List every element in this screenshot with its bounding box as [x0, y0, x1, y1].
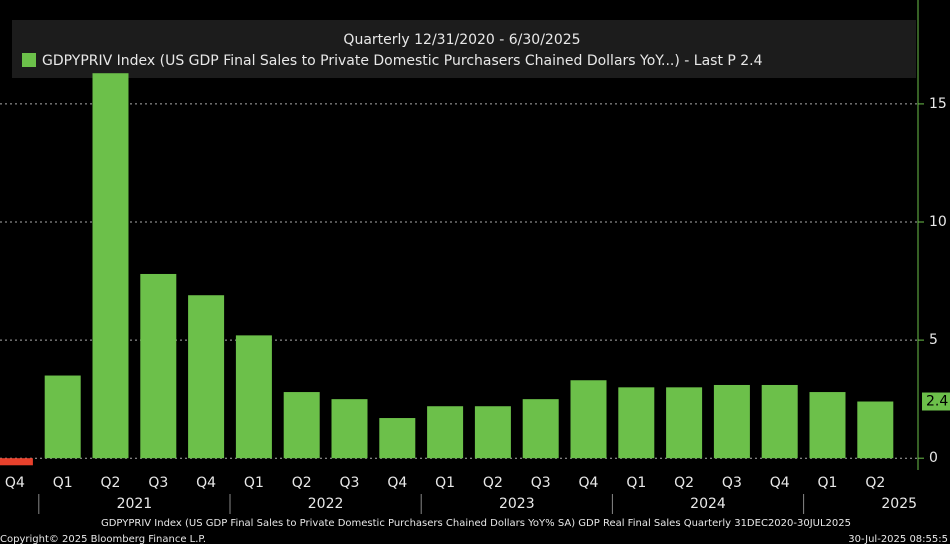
footer-copyright: Copyright© 2025 Bloomberg Finance L.P. — [0, 534, 206, 544]
x-group-label: 2021 — [117, 496, 153, 512]
x-group-label: 2023 — [499, 496, 535, 512]
bar — [0, 458, 33, 466]
chart-title: Quarterly 12/31/2020 - 6/30/2025 — [343, 32, 580, 48]
last-value-tag — [922, 392, 950, 411]
x-tick-label: Q2 — [483, 475, 503, 491]
y-tick-label: 15 — [929, 96, 947, 112]
x-tick-label: Q3 — [340, 475, 360, 491]
footer-source: GDPYPRIV Index (US GDP Final Sales to Pr… — [101, 518, 851, 529]
x-tick-label: Q4 — [387, 475, 407, 491]
bar — [857, 401, 894, 459]
bar — [140, 273, 177, 459]
x-group-label: 2025 — [881, 496, 917, 512]
x-tick-label: Q3 — [148, 475, 168, 491]
bar — [331, 399, 368, 459]
bar — [761, 384, 798, 459]
bar — [92, 73, 129, 459]
x-tick-label: Q1 — [818, 475, 838, 491]
x-tick-label: Q4 — [770, 475, 790, 491]
x-tick-label: Q2 — [674, 475, 694, 491]
y-tick-label: 0 — [929, 450, 938, 466]
bar — [188, 295, 225, 459]
x-tick-label: Q3 — [722, 475, 742, 491]
legend-label: GDPYPRIV Index (US GDP Final Sales to Pr… — [42, 53, 763, 69]
x-tick-label: Q4 — [5, 475, 25, 491]
x-tick-label: Q3 — [531, 475, 551, 491]
bar — [379, 418, 416, 459]
x-tick-label: Q4 — [196, 475, 216, 491]
y-tick-label: 10 — [929, 214, 947, 230]
x-group-label: 2022 — [308, 496, 344, 512]
bar — [809, 392, 846, 459]
bar — [570, 380, 607, 459]
legend-box — [12, 20, 916, 78]
bar — [427, 406, 464, 459]
footer-date: 30-Jul-2025 08:55:5 — [848, 534, 948, 544]
last-value-label: 2.4 — [926, 394, 948, 410]
x-tick-label: Q1 — [244, 475, 264, 491]
x-tick-label: Q1 — [626, 475, 646, 491]
x-tick-label: Q4 — [579, 475, 599, 491]
x-tick-label: Q1 — [53, 475, 73, 491]
x-group-label: 2024 — [690, 496, 726, 512]
bar — [713, 384, 750, 459]
y-tick-label: 5 — [929, 332, 938, 348]
bar — [474, 406, 511, 459]
bar — [666, 387, 703, 459]
x-tick-label: Q1 — [435, 475, 455, 491]
bar — [44, 375, 81, 459]
bar — [235, 335, 272, 459]
bar — [522, 399, 559, 459]
legend-swatch — [22, 53, 36, 67]
bar — [618, 387, 655, 459]
x-tick-label: Q2 — [101, 475, 121, 491]
x-tick-label: Q2 — [292, 475, 312, 491]
x-tick-label: Q2 — [865, 475, 885, 491]
bar — [283, 392, 320, 459]
